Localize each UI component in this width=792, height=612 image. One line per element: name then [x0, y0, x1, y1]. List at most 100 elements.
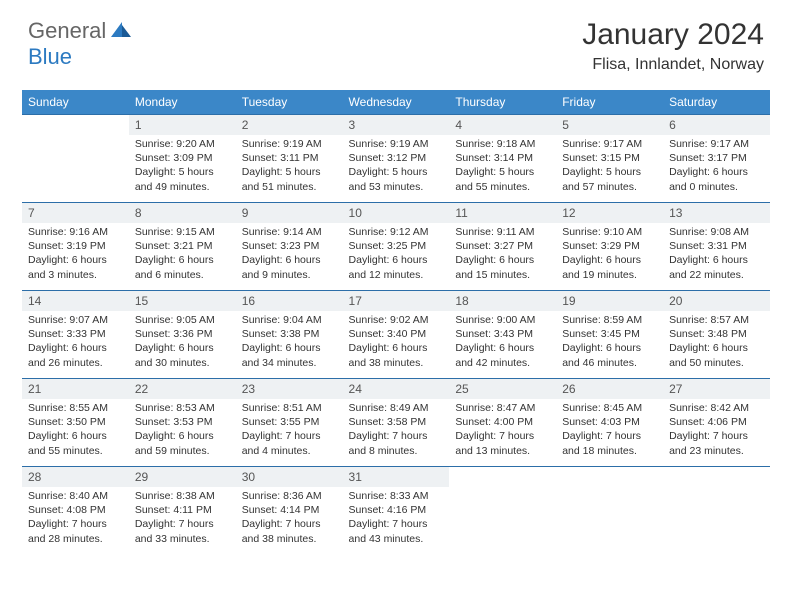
calendar-day-cell: 4Sunrise: 9:18 AMSunset: 3:14 PMDaylight…: [449, 115, 556, 203]
weekday-header: Monday: [129, 90, 236, 115]
logo: General: [28, 18, 134, 44]
day-details: Sunrise: 8:40 AMSunset: 4:08 PMDaylight:…: [22, 487, 129, 550]
sunset-text: Sunset: 3:43 PM: [455, 327, 550, 341]
sunset-text: Sunset: 3:11 PM: [242, 151, 337, 165]
location: Flisa, Innlandet, Norway: [582, 56, 764, 74]
day-details: [663, 473, 770, 479]
calendar-day-cell: 18Sunrise: 9:00 AMSunset: 3:43 PMDayligh…: [449, 291, 556, 379]
day-number: 7: [22, 203, 129, 223]
sunset-text: Sunset: 3:17 PM: [669, 151, 764, 165]
title-block: January 2024 Flisa, Innlandet, Norway: [582, 18, 764, 74]
calendar-table: Sunday Monday Tuesday Wednesday Thursday…: [22, 90, 770, 555]
sunset-text: Sunset: 3:09 PM: [135, 151, 230, 165]
day-number: 22: [129, 379, 236, 399]
weekday-header: Friday: [556, 90, 663, 115]
calendar-day-cell: [663, 467, 770, 555]
day-details: Sunrise: 9:02 AMSunset: 3:40 PMDaylight:…: [343, 311, 450, 374]
sunrise-text: Sunrise: 8:45 AM: [562, 401, 657, 415]
calendar-day-cell: 19Sunrise: 8:59 AMSunset: 3:45 PMDayligh…: [556, 291, 663, 379]
sunrise-text: Sunrise: 9:02 AM: [349, 313, 444, 327]
day-number: 25: [449, 379, 556, 399]
logo-triangle-icon: [110, 20, 132, 43]
day-number: 8: [129, 203, 236, 223]
calendar-day-cell: 11Sunrise: 9:11 AMSunset: 3:27 PMDayligh…: [449, 203, 556, 291]
day-details: Sunrise: 9:19 AMSunset: 3:11 PMDaylight:…: [236, 135, 343, 198]
day-details: Sunrise: 9:19 AMSunset: 3:12 PMDaylight:…: [343, 135, 450, 198]
sunrise-text: Sunrise: 8:33 AM: [349, 489, 444, 503]
daylight-text: Daylight: 5 hours and 55 minutes.: [455, 165, 550, 193]
daylight-text: Daylight: 6 hours and 38 minutes.: [349, 341, 444, 369]
sunrise-text: Sunrise: 9:11 AM: [455, 225, 550, 239]
calendar-week-row: 28Sunrise: 8:40 AMSunset: 4:08 PMDayligh…: [22, 467, 770, 555]
sunrise-text: Sunrise: 8:49 AM: [349, 401, 444, 415]
sunset-text: Sunset: 3:48 PM: [669, 327, 764, 341]
day-details: Sunrise: 8:38 AMSunset: 4:11 PMDaylight:…: [129, 487, 236, 550]
day-details: Sunrise: 9:20 AMSunset: 3:09 PMDaylight:…: [129, 135, 236, 198]
sunset-text: Sunset: 3:53 PM: [135, 415, 230, 429]
day-details: Sunrise: 8:51 AMSunset: 3:55 PMDaylight:…: [236, 399, 343, 462]
sunset-text: Sunset: 4:03 PM: [562, 415, 657, 429]
weekday-header: Sunday: [22, 90, 129, 115]
day-details: Sunrise: 8:45 AMSunset: 4:03 PMDaylight:…: [556, 399, 663, 462]
calendar-day-cell: 6Sunrise: 9:17 AMSunset: 3:17 PMDaylight…: [663, 115, 770, 203]
daylight-text: Daylight: 5 hours and 51 minutes.: [242, 165, 337, 193]
calendar-day-cell: 12Sunrise: 9:10 AMSunset: 3:29 PMDayligh…: [556, 203, 663, 291]
daylight-text: Daylight: 6 hours and 46 minutes.: [562, 341, 657, 369]
sunrise-text: Sunrise: 8:55 AM: [28, 401, 123, 415]
daylight-text: Daylight: 5 hours and 57 minutes.: [562, 165, 657, 193]
weekday-header: Saturday: [663, 90, 770, 115]
day-details: Sunrise: 8:57 AMSunset: 3:48 PMDaylight:…: [663, 311, 770, 374]
sunrise-text: Sunrise: 8:38 AM: [135, 489, 230, 503]
calendar-day-cell: 15Sunrise: 9:05 AMSunset: 3:36 PMDayligh…: [129, 291, 236, 379]
day-number: 1: [129, 115, 236, 135]
daylight-text: Daylight: 6 hours and 19 minutes.: [562, 253, 657, 281]
day-number: 24: [343, 379, 450, 399]
sunrise-text: Sunrise: 9:07 AM: [28, 313, 123, 327]
sunset-text: Sunset: 3:36 PM: [135, 327, 230, 341]
sunset-text: Sunset: 3:55 PM: [242, 415, 337, 429]
day-number: 11: [449, 203, 556, 223]
daylight-text: Daylight: 5 hours and 49 minutes.: [135, 165, 230, 193]
sunrise-text: Sunrise: 8:59 AM: [562, 313, 657, 327]
sunrise-text: Sunrise: 9:19 AM: [349, 137, 444, 151]
calendar-week-row: 7Sunrise: 9:16 AMSunset: 3:19 PMDaylight…: [22, 203, 770, 291]
day-details: [449, 473, 556, 479]
daylight-text: Daylight: 7 hours and 43 minutes.: [349, 517, 444, 545]
day-details: Sunrise: 9:15 AMSunset: 3:21 PMDaylight:…: [129, 223, 236, 286]
calendar-day-cell: 31Sunrise: 8:33 AMSunset: 4:16 PMDayligh…: [343, 467, 450, 555]
sunrise-text: Sunrise: 9:05 AM: [135, 313, 230, 327]
sunrise-text: Sunrise: 9:10 AM: [562, 225, 657, 239]
day-details: Sunrise: 9:05 AMSunset: 3:36 PMDaylight:…: [129, 311, 236, 374]
sunset-text: Sunset: 3:29 PM: [562, 239, 657, 253]
day-number: 30: [236, 467, 343, 487]
calendar-day-cell: 10Sunrise: 9:12 AMSunset: 3:25 PMDayligh…: [343, 203, 450, 291]
calendar-day-cell: 3Sunrise: 9:19 AMSunset: 3:12 PMDaylight…: [343, 115, 450, 203]
day-details: Sunrise: 9:16 AMSunset: 3:19 PMDaylight:…: [22, 223, 129, 286]
calendar-day-cell: 2Sunrise: 9:19 AMSunset: 3:11 PMDaylight…: [236, 115, 343, 203]
sunset-text: Sunset: 3:31 PM: [669, 239, 764, 253]
calendar-day-cell: 29Sunrise: 8:38 AMSunset: 4:11 PMDayligh…: [129, 467, 236, 555]
calendar-day-cell: 13Sunrise: 9:08 AMSunset: 3:31 PMDayligh…: [663, 203, 770, 291]
sunrise-text: Sunrise: 9:15 AM: [135, 225, 230, 239]
day-number: 17: [343, 291, 450, 311]
header: General January 2024 Flisa, Innlandet, N…: [0, 0, 792, 82]
day-number: 23: [236, 379, 343, 399]
day-details: Sunrise: 9:12 AMSunset: 3:25 PMDaylight:…: [343, 223, 450, 286]
sunrise-text: Sunrise: 9:08 AM: [669, 225, 764, 239]
calendar-day-cell: [449, 467, 556, 555]
calendar-week-row: 21Sunrise: 8:55 AMSunset: 3:50 PMDayligh…: [22, 379, 770, 467]
logo-text-general: General: [28, 18, 106, 44]
calendar-day-cell: [22, 115, 129, 203]
sunset-text: Sunset: 3:27 PM: [455, 239, 550, 253]
sunrise-text: Sunrise: 9:04 AM: [242, 313, 337, 327]
sunset-text: Sunset: 3:14 PM: [455, 151, 550, 165]
sunrise-text: Sunrise: 8:47 AM: [455, 401, 550, 415]
calendar-day-cell: 27Sunrise: 8:42 AMSunset: 4:06 PMDayligh…: [663, 379, 770, 467]
day-number: 31: [343, 467, 450, 487]
day-details: Sunrise: 8:49 AMSunset: 3:58 PMDaylight:…: [343, 399, 450, 462]
day-number: 3: [343, 115, 450, 135]
day-number: 9: [236, 203, 343, 223]
sunrise-text: Sunrise: 8:40 AM: [28, 489, 123, 503]
sunset-text: Sunset: 3:21 PM: [135, 239, 230, 253]
sunrise-text: Sunrise: 9:00 AM: [455, 313, 550, 327]
